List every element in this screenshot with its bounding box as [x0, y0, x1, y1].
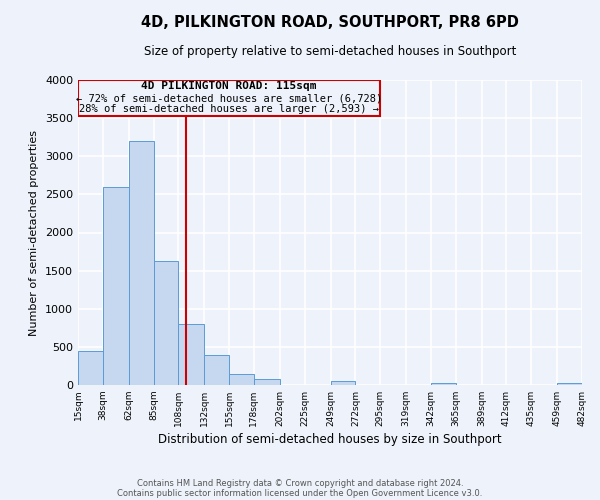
Bar: [129, 141, 154, 385]
Bar: [331, 381, 355, 385]
Text: Size of property relative to semi-detached houses in Southport: Size of property relative to semi-detach…: [144, 45, 516, 58]
Bar: [431, 382, 456, 385]
Bar: [204, 356, 229, 385]
Text: 4D PILKINGTON ROAD: 115sqm: 4D PILKINGTON ROAD: 115sqm: [142, 82, 317, 92]
Bar: [78, 80, 380, 116]
Bar: [178, 324, 204, 385]
Bar: [254, 380, 280, 385]
Text: Contains public sector information licensed under the Open Government Licence v3: Contains public sector information licen…: [118, 488, 482, 498]
Text: ← 72% of semi-detached houses are smaller (6,728): ← 72% of semi-detached houses are smalle…: [76, 94, 382, 104]
Text: 4D, PILKINGTON ROAD, SOUTHPORT, PR8 6PD: 4D, PILKINGTON ROAD, SOUTHPORT, PR8 6PD: [141, 15, 519, 30]
Text: Contains HM Land Registry data © Crown copyright and database right 2024.: Contains HM Land Registry data © Crown c…: [137, 478, 463, 488]
Bar: [78, 350, 103, 385]
Bar: [557, 382, 582, 385]
Bar: [103, 186, 129, 385]
Y-axis label: Number of semi-detached properties: Number of semi-detached properties: [29, 130, 40, 336]
Bar: [229, 374, 254, 385]
X-axis label: Distribution of semi-detached houses by size in Southport: Distribution of semi-detached houses by …: [158, 433, 502, 446]
Text: 28% of semi-detached houses are larger (2,593) →: 28% of semi-detached houses are larger (…: [79, 104, 379, 114]
Bar: [154, 262, 178, 385]
